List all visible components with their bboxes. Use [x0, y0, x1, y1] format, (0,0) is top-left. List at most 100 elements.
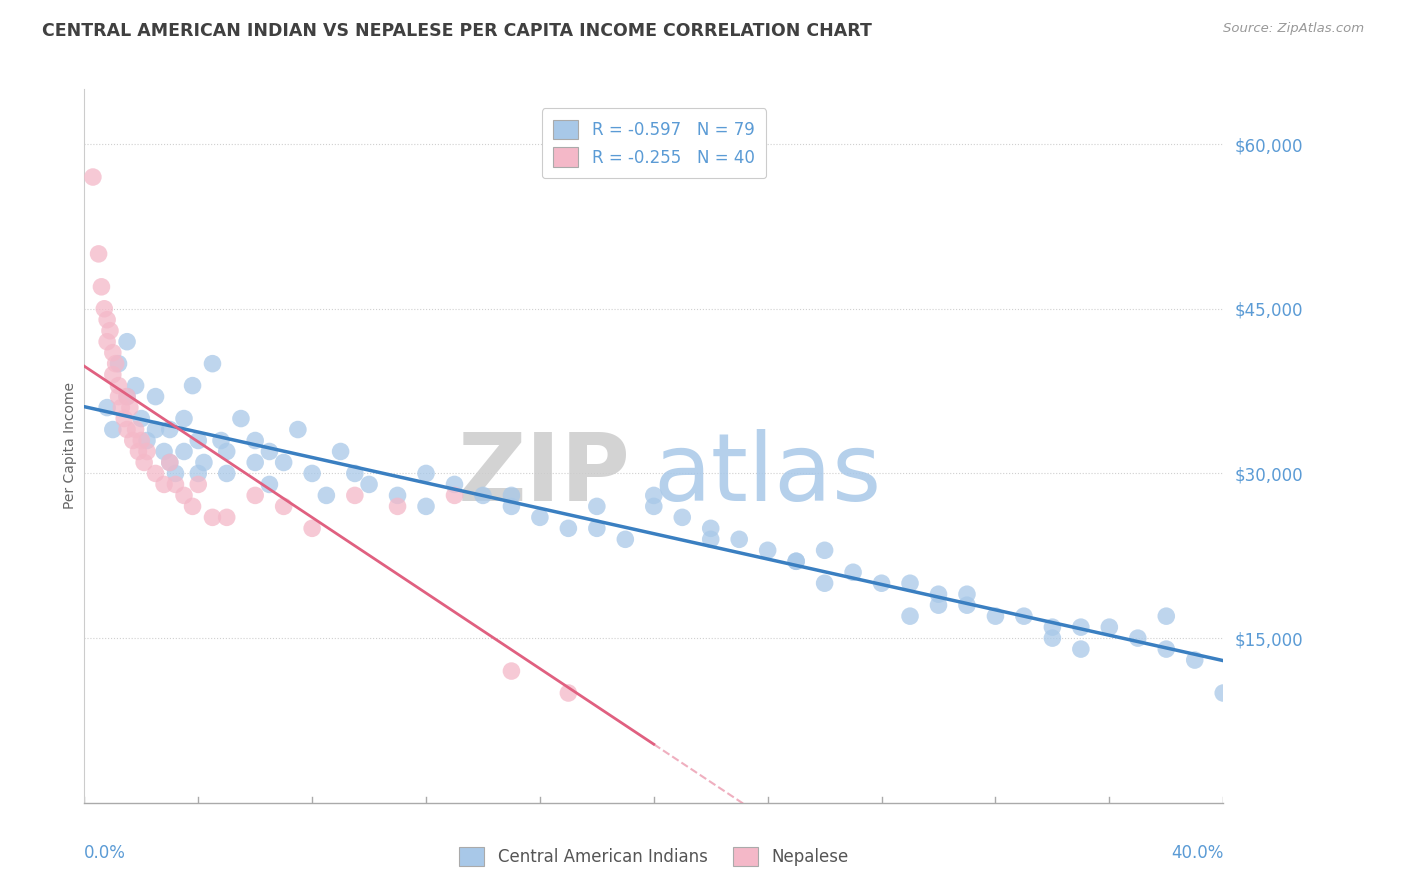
Point: [181, 500, 204, 514]
Point: [187, 434, 209, 448]
Point: [259, 444, 281, 458]
Point: [165, 467, 187, 481]
Point: [134, 455, 156, 469]
Point: [101, 423, 124, 437]
Point: [96, 312, 118, 326]
Point: [131, 411, 153, 425]
Point: [115, 423, 138, 437]
Point: [1012, 609, 1035, 624]
Point: [115, 334, 138, 349]
Point: [785, 554, 807, 568]
Point: [301, 467, 323, 481]
Point: [387, 488, 409, 502]
Point: [273, 455, 295, 469]
Point: [201, 510, 224, 524]
Point: [842, 566, 865, 580]
Point: [159, 423, 181, 437]
Point: [415, 500, 437, 514]
Point: [343, 467, 366, 481]
Point: [115, 390, 138, 404]
Point: [501, 664, 523, 678]
Point: [329, 444, 352, 458]
Point: [173, 411, 195, 425]
Point: [1070, 642, 1092, 657]
Text: atlas: atlas: [654, 428, 882, 521]
Point: [870, 576, 893, 591]
Point: [472, 488, 495, 502]
Point: [98, 324, 121, 338]
Point: [1042, 620, 1064, 634]
Point: [259, 477, 281, 491]
Point: [443, 477, 465, 491]
Point: [87, 247, 110, 261]
Point: [245, 488, 267, 502]
Point: [229, 411, 252, 425]
Point: [529, 510, 551, 524]
Point: [96, 334, 118, 349]
Point: [700, 521, 723, 535]
Legend: Central American Indians, Nepalese: Central American Indians, Nepalese: [460, 847, 848, 866]
Point: [785, 554, 807, 568]
Point: [165, 477, 187, 491]
Point: [501, 500, 523, 514]
Point: [1042, 631, 1064, 645]
Point: [928, 598, 950, 612]
Point: [124, 423, 146, 437]
Point: [1070, 620, 1092, 634]
Point: [359, 477, 381, 491]
Point: [124, 378, 146, 392]
Point: [557, 686, 579, 700]
Point: [245, 434, 267, 448]
Point: [153, 444, 176, 458]
Point: [343, 488, 366, 502]
Point: [110, 401, 132, 415]
Point: [90, 280, 112, 294]
Point: [928, 587, 950, 601]
Point: [671, 510, 693, 524]
Point: [112, 411, 135, 425]
Point: [136, 434, 159, 448]
Point: [159, 455, 181, 469]
Point: [173, 488, 195, 502]
Point: [586, 521, 609, 535]
Point: [115, 390, 138, 404]
Point: [643, 500, 665, 514]
Point: [107, 378, 129, 392]
Point: [1126, 631, 1149, 645]
Point: [104, 357, 127, 371]
Point: [215, 467, 238, 481]
Point: [956, 587, 979, 601]
Point: [984, 609, 1007, 624]
Point: [136, 444, 159, 458]
Point: [107, 390, 129, 404]
Point: [614, 533, 637, 547]
Text: ZIP: ZIP: [458, 428, 631, 521]
Point: [273, 500, 295, 514]
Text: 0.0%: 0.0%: [84, 845, 127, 863]
Point: [443, 488, 465, 502]
Point: [643, 488, 665, 502]
Point: [501, 488, 523, 502]
Point: [93, 301, 115, 316]
Y-axis label: Per Capita Income: Per Capita Income: [63, 383, 77, 509]
Point: [145, 467, 167, 481]
Point: [415, 467, 437, 481]
Point: [215, 444, 238, 458]
Point: [245, 455, 267, 469]
Point: [82, 169, 104, 184]
Point: [898, 576, 921, 591]
Point: [187, 477, 209, 491]
Point: [101, 345, 124, 359]
Point: [956, 598, 979, 612]
Point: [159, 455, 181, 469]
Point: [814, 543, 837, 558]
Point: [131, 434, 153, 448]
Point: [145, 390, 167, 404]
Point: [700, 533, 723, 547]
Point: [1156, 642, 1178, 657]
Text: CENTRAL AMERICAN INDIAN VS NEPALESE PER CAPITA INCOME CORRELATION CHART: CENTRAL AMERICAN INDIAN VS NEPALESE PER …: [42, 22, 872, 40]
Point: [173, 444, 195, 458]
Point: [557, 521, 579, 535]
Point: [814, 576, 837, 591]
Point: [315, 488, 337, 502]
